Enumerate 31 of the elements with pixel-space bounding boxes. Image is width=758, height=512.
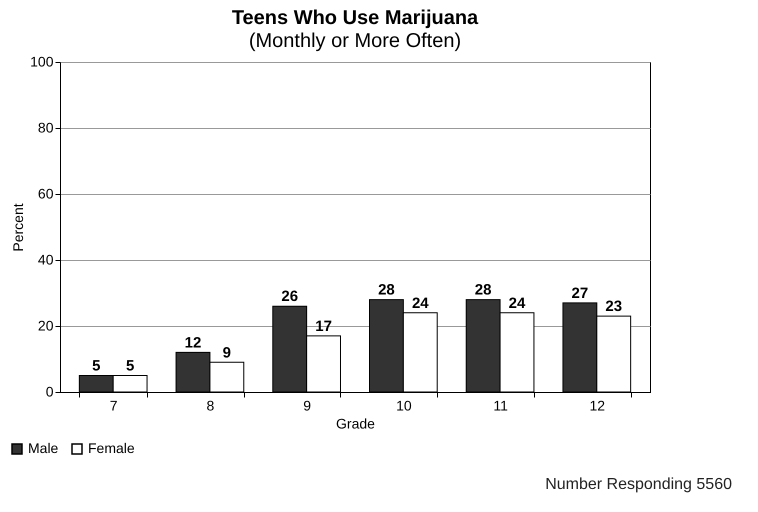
x-tick-label: 7 (110, 398, 118, 414)
data-label: 28 (474, 282, 492, 299)
y-tick-label: 100 (30, 54, 54, 70)
x-tick-label: 11 (493, 398, 508, 414)
data-label: 23 (605, 298, 622, 316)
legend-label: Female (88, 440, 135, 456)
data-label: 17 (315, 318, 332, 335)
data-label: 24 (508, 294, 526, 312)
data-label: 5 (126, 358, 134, 374)
data-label: 5 (92, 358, 100, 374)
y-tick-label: 80 (38, 120, 54, 136)
chart-title: Teens Who Use Marijuana (232, 7, 480, 29)
data-label: 12 (184, 334, 202, 352)
y-tick-label: 20 (38, 318, 54, 334)
y-axis-title: Percent (10, 203, 26, 252)
data-label: 24 (412, 294, 430, 312)
x-tick-label: 8 (206, 398, 215, 414)
chart-subtitle: (Monthly or More Often) (248, 30, 462, 52)
data-label: 27 (572, 284, 588, 302)
x-tick-label: 12 (590, 398, 606, 414)
legend-label: Male (28, 440, 59, 456)
x-tick-label: 10 (396, 398, 412, 414)
y-tick-label: 60 (38, 186, 54, 202)
x-tick-label: 9 (303, 398, 312, 414)
data-label: 26 (281, 288, 298, 306)
data-label: 9 (222, 344, 232, 362)
y-tick-label: 40 (38, 252, 54, 268)
x-axis-title: Grade (336, 416, 376, 432)
text: Number Responding 5560 (545, 476, 732, 494)
data-label: 28 (378, 282, 395, 299)
y-tick-label: 0 (46, 384, 54, 400)
